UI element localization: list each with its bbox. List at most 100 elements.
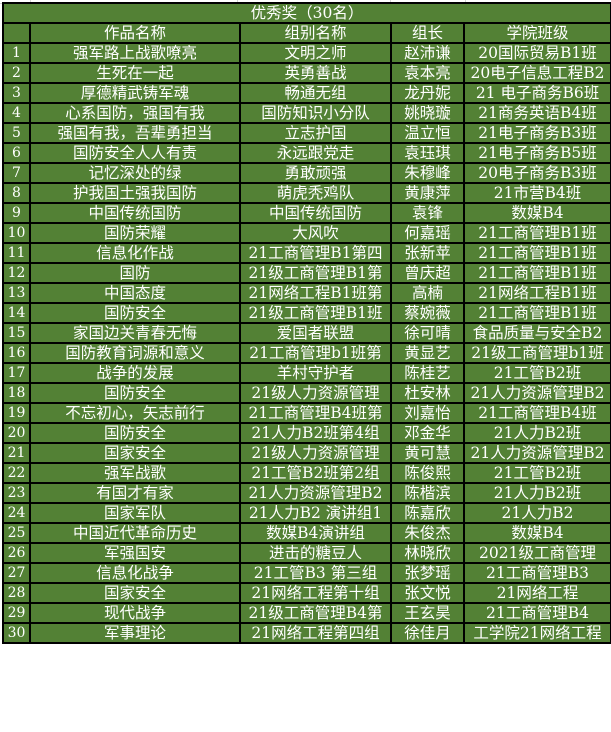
cell-work-name[interactable]: 国防安全人人有责 <box>29 142 241 164</box>
cell-group-name[interactable]: 文明之师 <box>239 42 392 64</box>
cell-index[interactable]: 10 <box>2 222 31 244</box>
cell-index[interactable]: 27 <box>2 562 31 584</box>
cell-index[interactable]: 9 <box>2 202 31 224</box>
cell-group-name[interactable]: 立志护国 <box>239 122 392 144</box>
cell-work-name[interactable]: 中国传统国防 <box>29 202 241 224</box>
cell-work-name[interactable]: 国家军队 <box>29 502 241 524</box>
cell-index[interactable]: 2 <box>2 62 31 84</box>
header-work-name[interactable]: 作品名称 <box>29 22 241 44</box>
cell-group-name[interactable]: 21人力B2班第4组 <box>239 422 392 444</box>
cell-leader[interactable]: 黄显艺 <box>390 342 465 364</box>
cell-index[interactable]: 26 <box>2 542 31 564</box>
cell-group-name[interactable]: 国防知识小分队 <box>239 102 392 124</box>
header-index[interactable] <box>2 22 31 44</box>
cell-leader[interactable]: 徐佳月 <box>390 622 465 644</box>
cell-leader[interactable]: 蔡婉薇 <box>390 302 465 324</box>
cell-leader[interactable]: 刘嘉怡 <box>390 402 465 424</box>
cell-leader[interactable]: 朱穆峰 <box>390 162 465 184</box>
cell-group-name[interactable]: 21工管B3 第三组 <box>239 562 392 584</box>
cell-work-name[interactable]: 国防安全 <box>29 302 241 324</box>
cell-leader[interactable]: 温立恒 <box>390 122 465 144</box>
cell-class[interactable]: 21人力资源管理B2 <box>462 382 611 404</box>
cell-work-name[interactable]: 中国态度 <box>29 282 241 304</box>
cell-leader[interactable]: 袁珏琪 <box>390 142 465 164</box>
cell-group-name[interactable]: 21人力B2 演讲组1 <box>239 502 392 524</box>
cell-class[interactable]: 20电子商务B3班 <box>462 162 611 184</box>
cell-index[interactable]: 28 <box>2 582 31 604</box>
cell-leader[interactable]: 王玄昊 <box>390 602 465 624</box>
cell-class[interactable]: 20电子信息工程B2 <box>462 62 611 84</box>
cell-index[interactable]: 29 <box>2 602 31 624</box>
cell-index[interactable]: 18 <box>2 382 31 404</box>
cell-work-name[interactable]: 强国有我，吾辈勇担当 <box>29 122 241 144</box>
cell-index[interactable]: 7 <box>2 162 31 184</box>
cell-index[interactable]: 21 <box>2 442 31 464</box>
cell-index[interactable]: 5 <box>2 122 31 144</box>
cell-group-name[interactable]: 中国传统国防 <box>239 202 392 224</box>
cell-index[interactable]: 19 <box>2 402 31 424</box>
cell-leader[interactable]: 朱俊杰 <box>390 522 465 544</box>
cell-class[interactable]: 数媒B4 <box>462 522 611 544</box>
cell-leader[interactable]: 陈俊熙 <box>390 462 465 484</box>
cell-leader[interactable]: 张新苹 <box>390 242 465 264</box>
cell-work-name[interactable]: 国防安全 <box>29 382 241 404</box>
cell-leader[interactable]: 林晓欣 <box>390 542 465 564</box>
cell-leader[interactable]: 张梦瑶 <box>390 562 465 584</box>
cell-class[interactable]: 21商务英语B4班 <box>462 102 611 124</box>
cell-index[interactable]: 8 <box>2 182 31 204</box>
cell-leader[interactable]: 龙丹妮 <box>390 82 465 104</box>
cell-class[interactable]: 数媒B4 <box>462 202 611 224</box>
cell-index[interactable]: 25 <box>2 522 31 544</box>
cell-group-name[interactable]: 21级人力资源管理 <box>239 442 392 464</box>
cell-leader[interactable]: 袁本亮 <box>390 62 465 84</box>
cell-work-name[interactable]: 国家安全 <box>29 582 241 604</box>
cell-class[interactable]: 21工商管理B1班 <box>462 222 611 244</box>
cell-index[interactable]: 4 <box>2 102 31 124</box>
cell-work-name[interactable]: 国家安全 <box>29 442 241 464</box>
table-title[interactable]: 优秀奖（30名） <box>1 2 611 24</box>
cell-leader[interactable]: 邓金华 <box>390 422 465 444</box>
cell-class[interactable]: 21市营B4班 <box>462 182 611 204</box>
cell-leader[interactable]: 张文悦 <box>390 582 465 604</box>
cell-work-name[interactable]: 家国边关青春无悔 <box>29 322 241 344</box>
cell-work-name[interactable]: 记忆深处的绿 <box>29 162 241 184</box>
cell-class[interactable]: 21人力B2班 <box>462 422 611 444</box>
cell-group-name[interactable]: 21工商管理b1班第 <box>239 342 392 364</box>
cell-class[interactable]: 2021级工商管理 <box>462 542 611 564</box>
cell-class[interactable]: 21级工商管理b1班 <box>462 342 611 364</box>
cell-group-name[interactable]: 勇敢顽强 <box>239 162 392 184</box>
cell-leader[interactable]: 曾庆超 <box>390 262 465 284</box>
cell-work-name[interactable]: 国防教育词源和意义 <box>29 342 241 364</box>
header-leader[interactable]: 组长 <box>390 22 465 44</box>
cell-index[interactable]: 14 <box>2 302 31 324</box>
cell-class[interactable]: 21网络工程B1班 <box>462 282 611 304</box>
cell-group-name[interactable]: 羊村守护者 <box>239 362 392 384</box>
cell-work-name[interactable]: 生死在一起 <box>29 62 241 84</box>
cell-index[interactable]: 3 <box>2 82 31 104</box>
cell-index[interactable]: 24 <box>2 502 31 524</box>
cell-class[interactable]: 20国际贸易B1班 <box>462 42 611 64</box>
cell-group-name[interactable]: 进击的糖豆人 <box>239 542 392 564</box>
cell-index[interactable]: 22 <box>2 462 31 484</box>
cell-class[interactable]: 21工商管理B4班 <box>462 402 611 424</box>
cell-group-name[interactable]: 畅通无组 <box>239 82 392 104</box>
cell-work-name[interactable]: 厚德精武铸军魂 <box>29 82 241 104</box>
cell-work-name[interactable]: 国防荣耀 <box>29 222 241 244</box>
cell-group-name[interactable]: 21级工商管理B1第 <box>239 262 392 284</box>
cell-index[interactable]: 17 <box>2 362 31 384</box>
cell-work-name[interactable]: 战争的发展 <box>29 362 241 384</box>
cell-group-name[interactable]: 21工商管理B1第四 <box>239 242 392 264</box>
cell-work-name[interactable]: 现代战争 <box>29 602 241 624</box>
cell-class[interactable]: 21人力B2班 <box>462 482 611 504</box>
cell-index[interactable]: 1 <box>2 42 31 64</box>
cell-group-name[interactable]: 21网络工程B1班第 <box>239 282 392 304</box>
cell-group-name[interactable]: 21网络工程第十组 <box>239 582 392 604</box>
cell-class[interactable]: 21工商管理B1班 <box>462 262 611 284</box>
cell-class[interactable]: 21电子商务B3班 <box>462 122 611 144</box>
cell-class[interactable]: 21网络工程 <box>462 582 611 604</box>
cell-leader[interactable]: 高楠 <box>390 282 465 304</box>
cell-index[interactable]: 11 <box>2 242 31 264</box>
cell-leader[interactable]: 徐可晴 <box>390 322 465 344</box>
cell-group-name[interactable]: 21网络工程第四组 <box>239 622 392 644</box>
cell-group-name[interactable]: 大风吹 <box>239 222 392 244</box>
